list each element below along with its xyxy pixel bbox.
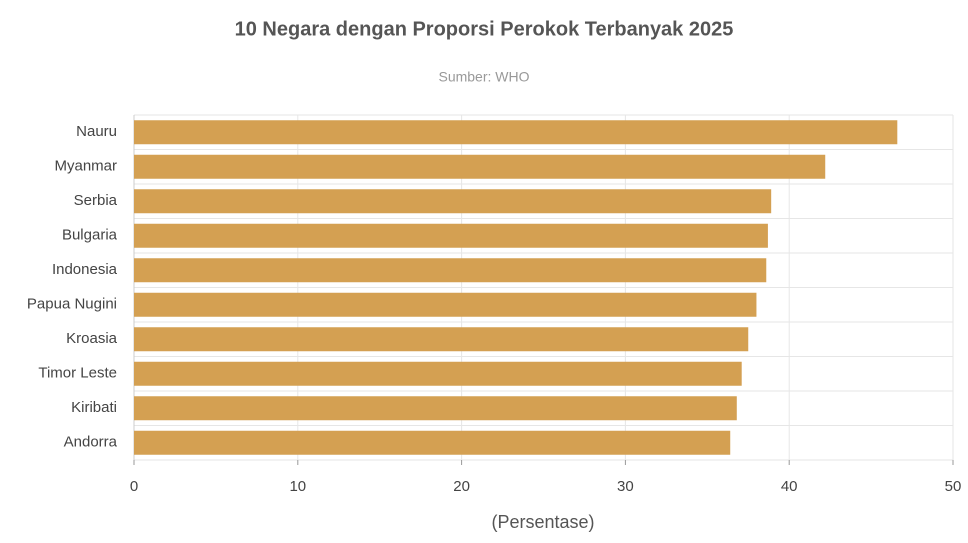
- bar: [134, 223, 768, 248]
- chart-subtitle: Sumber: WHO: [438, 69, 529, 85]
- bar: [134, 430, 731, 455]
- bar: [134, 120, 898, 145]
- bar: [134, 396, 737, 421]
- y-tick-label: Kroasia: [66, 330, 118, 347]
- y-tick-label: Andorra: [64, 434, 118, 451]
- y-tick-label: Indonesia: [52, 261, 118, 278]
- x-axis-label: (Persentase): [491, 512, 594, 532]
- bar: [134, 154, 826, 179]
- y-tick-label: Myanmar: [54, 158, 117, 175]
- y-tick-label: Papua Nugini: [27, 296, 117, 313]
- x-tick-label: 50: [945, 478, 962, 495]
- y-tick-label: Nauru: [76, 123, 117, 140]
- y-tick-label: Bulgaria: [62, 227, 118, 244]
- bar: [134, 189, 772, 214]
- x-tick-label: 30: [617, 478, 634, 495]
- bar: [134, 258, 767, 283]
- y-tick-label: Timor Leste: [38, 365, 117, 382]
- x-tick-label: 10: [289, 478, 306, 495]
- chart-title: 10 Negara dengan Proporsi Perokok Terban…: [235, 18, 734, 40]
- bar: [134, 292, 757, 317]
- x-tick-label: 20: [453, 478, 470, 495]
- bar: [134, 361, 742, 386]
- bar: [134, 327, 749, 352]
- x-tick-label: 0: [130, 478, 138, 495]
- x-tick-label: 40: [781, 478, 798, 495]
- y-tick-label: Kiribati: [71, 399, 117, 416]
- y-tick-label: Serbia: [74, 192, 118, 209]
